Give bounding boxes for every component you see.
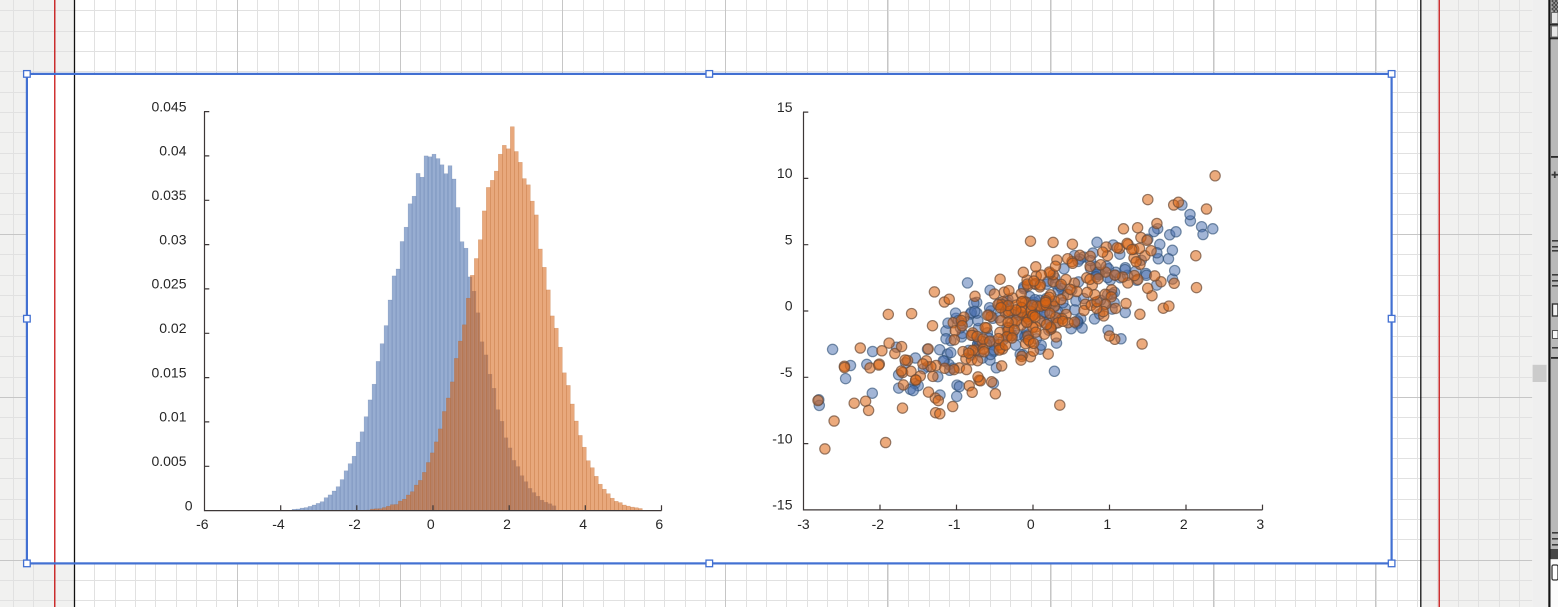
svg-text:4: 4 — [579, 516, 587, 532]
svg-text:-2: -2 — [348, 516, 361, 532]
svg-text:0: 0 — [785, 298, 793, 314]
svg-text:0.04: 0.04 — [159, 143, 186, 159]
svg-text:0: 0 — [427, 516, 435, 532]
svg-text:0.035: 0.035 — [151, 187, 186, 203]
svg-text:0.005: 0.005 — [151, 453, 186, 469]
svg-text:3: 3 — [1256, 516, 1264, 532]
svg-text:-15: -15 — [772, 497, 792, 513]
svg-text:-1: -1 — [948, 516, 961, 532]
svg-text:0.015: 0.015 — [151, 364, 186, 380]
svg-text:2: 2 — [1180, 516, 1188, 532]
svg-text:-6: -6 — [196, 516, 209, 532]
svg-text:-5: -5 — [780, 364, 793, 380]
svg-text:0.045: 0.045 — [151, 98, 186, 114]
svg-text:-3: -3 — [797, 516, 810, 532]
svg-text:-4: -4 — [272, 516, 285, 532]
svg-text:0: 0 — [1027, 516, 1035, 532]
svg-text:6: 6 — [655, 516, 663, 532]
svg-text:2: 2 — [503, 516, 511, 532]
svg-text:-2: -2 — [872, 516, 885, 532]
svg-text:0.02: 0.02 — [159, 320, 186, 336]
svg-text:10: 10 — [777, 165, 793, 181]
svg-text:1: 1 — [1103, 516, 1111, 532]
svg-text:5: 5 — [785, 231, 793, 247]
svg-text:✚: ✚ — [1551, 170, 1558, 180]
svg-text:0.025: 0.025 — [151, 276, 186, 292]
svg-text:0: 0 — [185, 497, 193, 513]
svg-text:0.01: 0.01 — [159, 409, 186, 425]
svg-text:15: 15 — [777, 99, 793, 115]
svg-text:-10: -10 — [772, 430, 792, 446]
svg-text:0.03: 0.03 — [159, 231, 186, 247]
